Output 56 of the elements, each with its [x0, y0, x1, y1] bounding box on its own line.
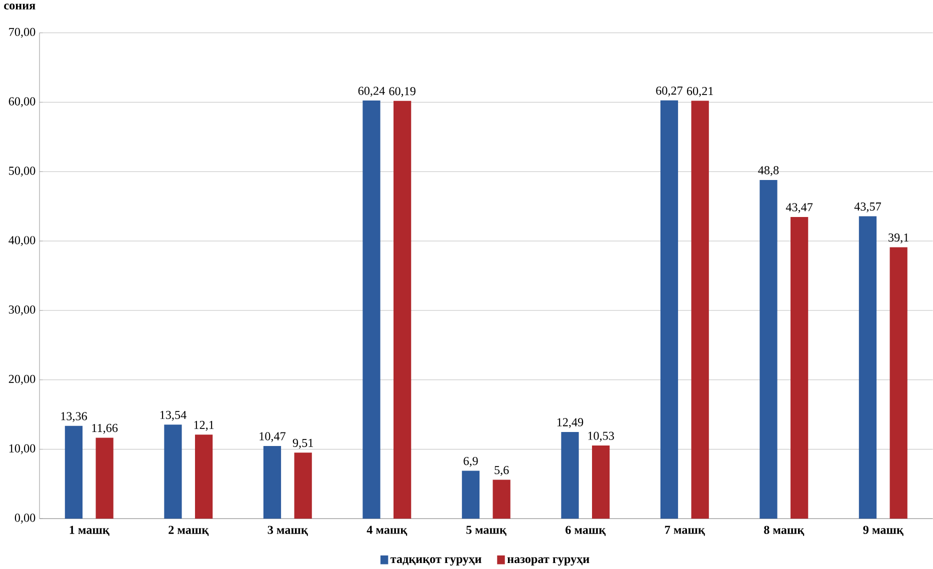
data-label: 10,53	[588, 432, 614, 442]
data-label: 6,9	[464, 456, 478, 467]
bar	[294, 452, 312, 519]
x-tick-label: 8 машқ	[764, 526, 804, 536]
data-label: 60,27	[656, 86, 683, 96]
y-tick-label: 70,00	[9, 28, 36, 38]
bar	[858, 216, 877, 519]
x-tick-label: 6 машқ	[566, 526, 606, 536]
bar	[561, 432, 579, 519]
data-label: 39,1	[888, 233, 908, 244]
data-label: 48,8	[758, 166, 779, 176]
data-label: 60,19	[389, 87, 416, 97]
data-label: 5,6	[494, 466, 509, 476]
bar	[890, 247, 908, 519]
data-label: 12,1	[194, 420, 214, 431]
x-tick-label: 5 машқ	[466, 526, 506, 536]
bar	[492, 480, 510, 519]
bar	[164, 424, 182, 519]
bar	[96, 438, 114, 519]
bar	[394, 100, 412, 519]
y-tick-label: 20,00	[8, 374, 36, 385]
y-tick-label: 60,00	[8, 97, 36, 108]
legend-label: тадқиқот гуруҳи	[390, 557, 482, 566]
x-tick-label: 3 машқ	[268, 526, 308, 536]
y-tick-label: 40,00	[8, 236, 36, 246]
data-label: 13,36	[61, 412, 87, 422]
bar	[660, 100, 678, 519]
data-label: 60,24	[358, 86, 385, 97]
data-label: 60,21	[686, 86, 713, 97]
data-label: 13,54	[160, 410, 186, 421]
x-tick-label: 1 машқ	[70, 526, 110, 536]
y-tick-label: 10,00	[9, 444, 36, 454]
y-axis-title: сония	[4, 4, 36, 10]
data-label: 9,51	[292, 438, 313, 449]
bar	[760, 180, 778, 519]
data-label: 10,47	[260, 432, 286, 442]
bar	[790, 216, 808, 519]
x-tick-label: 9 машқ	[863, 526, 904, 536]
y-tick-label: 30,00	[8, 305, 36, 316]
data-label: 43,47	[786, 203, 813, 214]
bar	[362, 100, 380, 519]
bar	[64, 426, 83, 519]
bar	[592, 446, 610, 519]
x-tick-label: 4 машқ	[366, 526, 408, 536]
bar	[263, 446, 282, 519]
legend-label: назорат гуруҳи	[507, 557, 590, 566]
data-label: 11,66	[92, 424, 118, 434]
y-tick-label: 50,00	[9, 166, 36, 177]
x-tick-label: 7 машқ	[665, 526, 705, 536]
bar	[691, 100, 709, 519]
y-tick-label: 0,00	[14, 514, 36, 524]
bar	[195, 434, 213, 519]
data-label: 43,57	[854, 202, 882, 212]
bar	[462, 470, 480, 519]
data-label: 12,49	[557, 418, 584, 428]
x-tick-label: 2 машқ	[168, 526, 209, 536]
